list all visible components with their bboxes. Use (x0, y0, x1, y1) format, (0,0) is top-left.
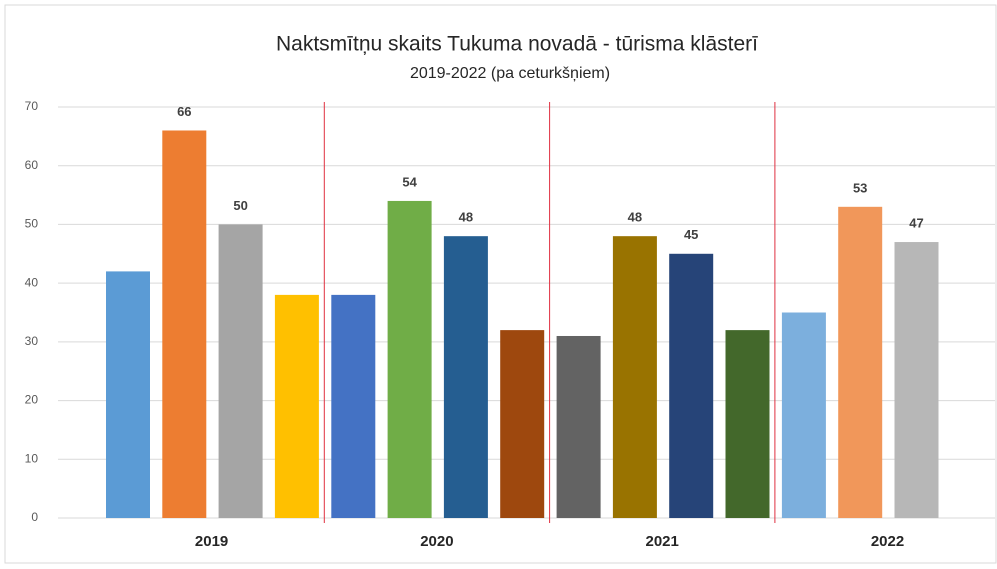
bar (781, 312, 826, 518)
bar (443, 236, 488, 518)
y-tick-label: 10 (25, 451, 39, 465)
x-tick-label: 2020 (420, 533, 453, 550)
y-tick-label: 20 (25, 393, 39, 407)
x-tick-label: 2022 (871, 533, 904, 550)
bar (669, 253, 714, 519)
y-tick-label: 40 (25, 275, 39, 289)
chart-subtitle: 2019-2022 (pa ceturkšņiem) (410, 65, 610, 82)
bar (331, 294, 376, 518)
chart-title: Naktsmītņu skaits Tukuma novadā - tūrism… (276, 33, 758, 56)
bar (894, 242, 939, 519)
y-tick-label: 60 (25, 158, 39, 172)
value-label: 48 (628, 210, 642, 225)
y-tick-label: 30 (25, 334, 39, 348)
bar (387, 200, 432, 518)
value-label: 45 (684, 227, 698, 242)
bar (725, 330, 770, 518)
x-tick-label: 2021 (646, 533, 679, 550)
bar (106, 271, 150, 518)
bar (218, 224, 263, 518)
value-label: 54 (402, 174, 417, 189)
bar (162, 130, 207, 518)
y-tick-label: 0 (31, 510, 38, 524)
x-tick-label: 2019 (195, 533, 228, 550)
bar (274, 294, 319, 518)
y-tick-label: 50 (25, 217, 39, 231)
bar (612, 236, 657, 518)
value-label: 48 (459, 210, 473, 225)
value-label: 66 (177, 104, 191, 119)
bar (838, 206, 883, 519)
y-tick-label: 70 (25, 99, 39, 113)
bar (500, 330, 545, 518)
bar (556, 335, 601, 518)
value-label: 47 (909, 215, 923, 230)
value-label: 50 (233, 198, 247, 213)
value-label: 53 (853, 180, 867, 195)
